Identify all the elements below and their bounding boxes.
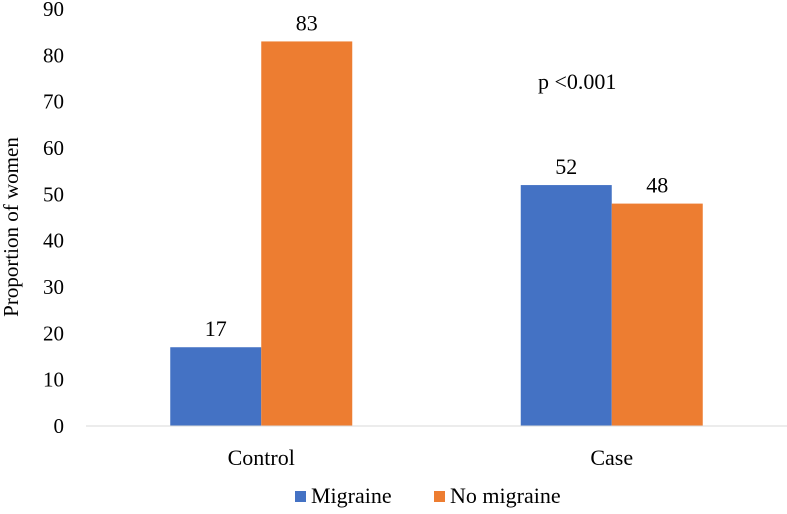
p-value-annotation: p <0.001 [538,69,616,94]
legend-swatch-no-migraine [434,491,445,502]
y-tick-label: 90 [43,0,64,21]
y-tick-label: 20 [43,321,64,345]
data-label: 17 [205,316,227,341]
legend-label: No migraine [450,483,561,508]
data-label: 52 [555,154,577,179]
bar-migraine-control [170,347,262,426]
y-axis-label: Proportion of women [0,137,23,317]
bar-migraine-case [520,185,612,426]
data-label: 48 [646,173,668,198]
y-tick-label: 80 [43,43,64,67]
bars [170,41,703,426]
y-tick-label: 30 [43,275,64,299]
y-axis-ticks: 0 10 20 30 40 50 60 70 80 90 [43,0,64,438]
bar-no-migraine-case [611,203,703,426]
data-labels: 17 83 52 48 [205,10,669,341]
bar-no-migraine-control [261,41,353,426]
y-tick-label: 50 [43,182,64,206]
y-tick-label: 60 [43,136,64,160]
data-label: 83 [296,10,318,35]
x-category-label: Case [590,445,633,470]
category-labels: Control Case [228,445,634,470]
y-tick-label: 10 [43,368,64,392]
y-tick-label: 70 [43,90,64,114]
x-category-label: Control [228,445,295,470]
legend: Migraine No migraine [295,483,561,508]
legend-label: Migraine [311,483,392,508]
y-tick-label: 40 [43,229,64,253]
y-tick-label: 0 [54,414,65,438]
legend-swatch-migraine [295,491,306,502]
